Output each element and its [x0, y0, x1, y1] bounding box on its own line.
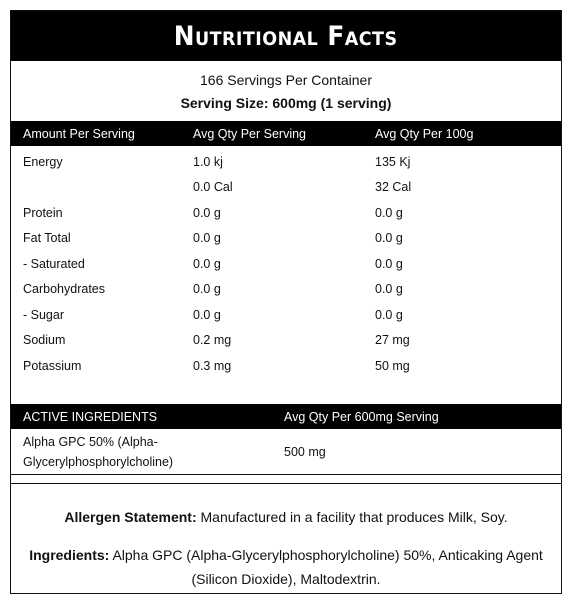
nutrition-table-header: Amount Per Serving Avg Qty Per Serving A…: [11, 121, 561, 146]
table-row: Fat Total 0.0 g 0.0 g: [11, 226, 561, 252]
nutrient-name: - Sugar: [23, 307, 64, 322]
active-ingredients-header: ACTIVE INGREDIENTS Avg Qty Per 600mg Ser…: [11, 404, 561, 429]
table-row: Protein 0.0 g 0.0 g: [11, 200, 561, 226]
nutrient-name: Energy: [23, 154, 63, 169]
table-row: Energy 1.0 kj 135 Kj: [11, 149, 561, 175]
active-ingredient-name-line1: Alpha GPC 50% (Alpha-: [23, 434, 158, 449]
nutrition-table-body: Energy 1.0 kj 135 Kj 0.0 Cal 32 Cal Prot…: [11, 146, 561, 396]
active-ingredient-name: Alpha GPC 50% (Alpha- Glycerylphosphoryl…: [11, 432, 284, 472]
header-active-ingredients: ACTIVE INGREDIENTS: [23, 409, 158, 424]
servings-per-container: 166 Servings Per Container: [200, 71, 372, 88]
serving-size: Serving Size: 600mg (1 serving): [180, 94, 392, 111]
header-amount-per-serving: Amount Per Serving: [23, 126, 135, 141]
ingredients-text: Alpha GPC (Alpha-Glycerylphosphorylcholi…: [109, 546, 543, 587]
notes-section: Allergen Statement: Manufactured in a fa…: [11, 483, 561, 611]
table-row: Carbohydrates 0.0 g 0.0 g: [11, 277, 561, 303]
per-serving-value: 1.0 kj: [193, 154, 223, 169]
title-bar: Nutritional Facts: [11, 11, 561, 61]
allergen-statement: Allergen Statement: Manufactured in a fa…: [64, 505, 507, 529]
table-row: 0.0 Cal 32 Cal: [11, 175, 561, 201]
per-serving-value: 0.3 mg: [193, 358, 232, 373]
nutrition-facts-panel: Nutritional Facts 166 Servings Per Conta…: [10, 10, 562, 594]
per-serving-value: 0.0 Cal: [193, 180, 233, 195]
active-ingredient-name-line2: Glycerylphosphorylcholine): [23, 454, 174, 469]
active-ingredient-qty: 500 mg: [284, 444, 326, 459]
per-100g-value: 27 mg: [375, 333, 410, 348]
table-row: Alpha GPC 50% (Alpha- Glycerylphosphoryl…: [11, 429, 561, 475]
per-serving-value: 0.0 g: [193, 231, 221, 246]
table-row: Sodium 0.2 mg 27 mg: [11, 328, 561, 354]
nutrient-name: Fat Total: [23, 231, 71, 246]
nutrient-name: Carbohydrates: [23, 282, 105, 297]
header-avg-qty-per-100g: Avg Qty Per 100g: [375, 126, 474, 141]
nutrient-name: Protein: [23, 205, 63, 220]
per-100g-value: 0.0 g: [375, 231, 403, 246]
serving-info: 166 Servings Per Container Serving Size:…: [11, 61, 561, 121]
per-100g-value: 0.0 g: [375, 307, 403, 322]
table-row: - Sugar 0.0 g 0.0 g: [11, 302, 561, 328]
table-row: Potassium 0.3 mg 50 mg: [11, 353, 561, 379]
per-100g-value: 32 Cal: [375, 180, 412, 195]
per-serving-value: 0.0 g: [193, 256, 221, 271]
nutrient-name: Potassium: [23, 358, 82, 373]
per-100g-value: 0.0 g: [375, 256, 403, 271]
header-avg-qty-per-600mg: Avg Qty Per 600mg Serving: [284, 409, 439, 424]
header-avg-qty-per-serving: Avg Qty Per Serving: [193, 126, 307, 141]
per-serving-value: 0.0 g: [193, 205, 221, 220]
table-row: - Saturated 0.0 g 0.0 g: [11, 251, 561, 277]
panel-title: Nutritional Facts: [174, 20, 398, 52]
ingredients-label: Ingredients:: [29, 546, 110, 563]
per-100g-value: 0.0 g: [375, 205, 403, 220]
ingredients-statement: Ingredients: Alpha GPC (Alpha-Glycerylph…: [29, 543, 543, 591]
nutrient-name: - Saturated: [23, 256, 85, 271]
per-serving-value: 0.0 g: [193, 307, 221, 322]
allergen-text: Manufactured in a facility that produces…: [196, 508, 508, 525]
allergen-label: Allergen Statement:: [64, 508, 197, 525]
per-serving-value: 0.2 mg: [193, 333, 232, 348]
section-divider: [11, 396, 561, 404]
per-serving-value: 0.0 g: [193, 282, 221, 297]
per-100g-value: 50 mg: [375, 358, 410, 373]
per-100g-value: 135 Kj: [375, 154, 411, 169]
per-100g-value: 0.0 g: [375, 282, 403, 297]
nutrient-name: Sodium: [23, 333, 66, 348]
